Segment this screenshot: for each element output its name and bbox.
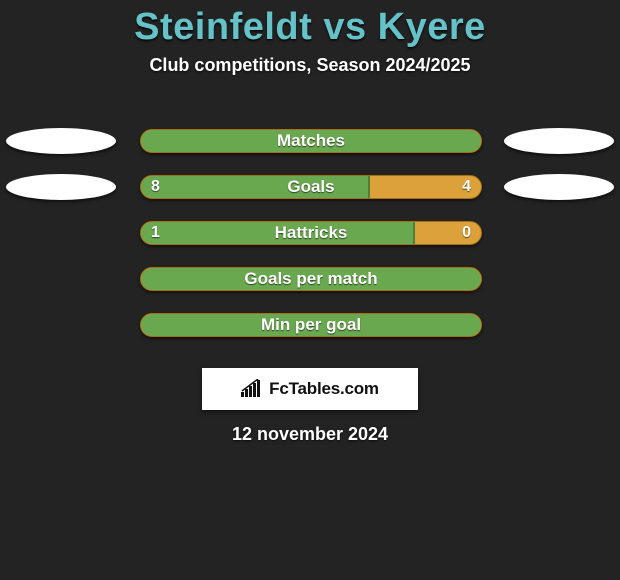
metric-fill-left — [141, 222, 415, 244]
metric-value-right: 4 — [462, 176, 471, 198]
metric-row: 84Goals — [0, 164, 620, 210]
metric-row: Min per goal — [0, 302, 620, 348]
metric-fill-left — [141, 130, 481, 152]
metric-rows: Matches 84Goals 10Hattricks Goals per match… — [0, 118, 620, 348]
page-title: Steinfeldt vs Kyere — [0, 0, 620, 49]
metric-row: Goals per match — [0, 256, 620, 302]
brand-badge: FcTables.com — [202, 368, 418, 410]
metric-track: Goals per match — [140, 267, 482, 291]
metric-fill-left — [141, 314, 481, 336]
player-left-marker — [6, 128, 116, 154]
metric-fill-left — [141, 176, 370, 198]
metric-row: Matches — [0, 118, 620, 164]
player-right-marker — [504, 128, 614, 154]
metric-track: 84Goals — [140, 175, 482, 199]
metric-track: Matches — [140, 129, 482, 153]
player-right-marker — [504, 174, 614, 200]
player-left-marker — [6, 174, 116, 200]
page-subtitle: Club competitions, Season 2024/2025 — [0, 55, 620, 76]
metric-fill-left — [141, 268, 481, 290]
metric-track: 10Hattricks — [140, 221, 482, 245]
brand-text: FcTables.com — [269, 379, 379, 399]
metric-value-right: 0 — [462, 222, 471, 244]
metric-track: Min per goal — [140, 313, 482, 337]
bars-icon — [241, 379, 263, 399]
metric-row: 10Hattricks — [0, 210, 620, 256]
comparison-infographic: Steinfeldt vs Kyere Club competitions, S… — [0, 0, 620, 580]
footer-date: 12 november 2024 — [0, 424, 620, 445]
